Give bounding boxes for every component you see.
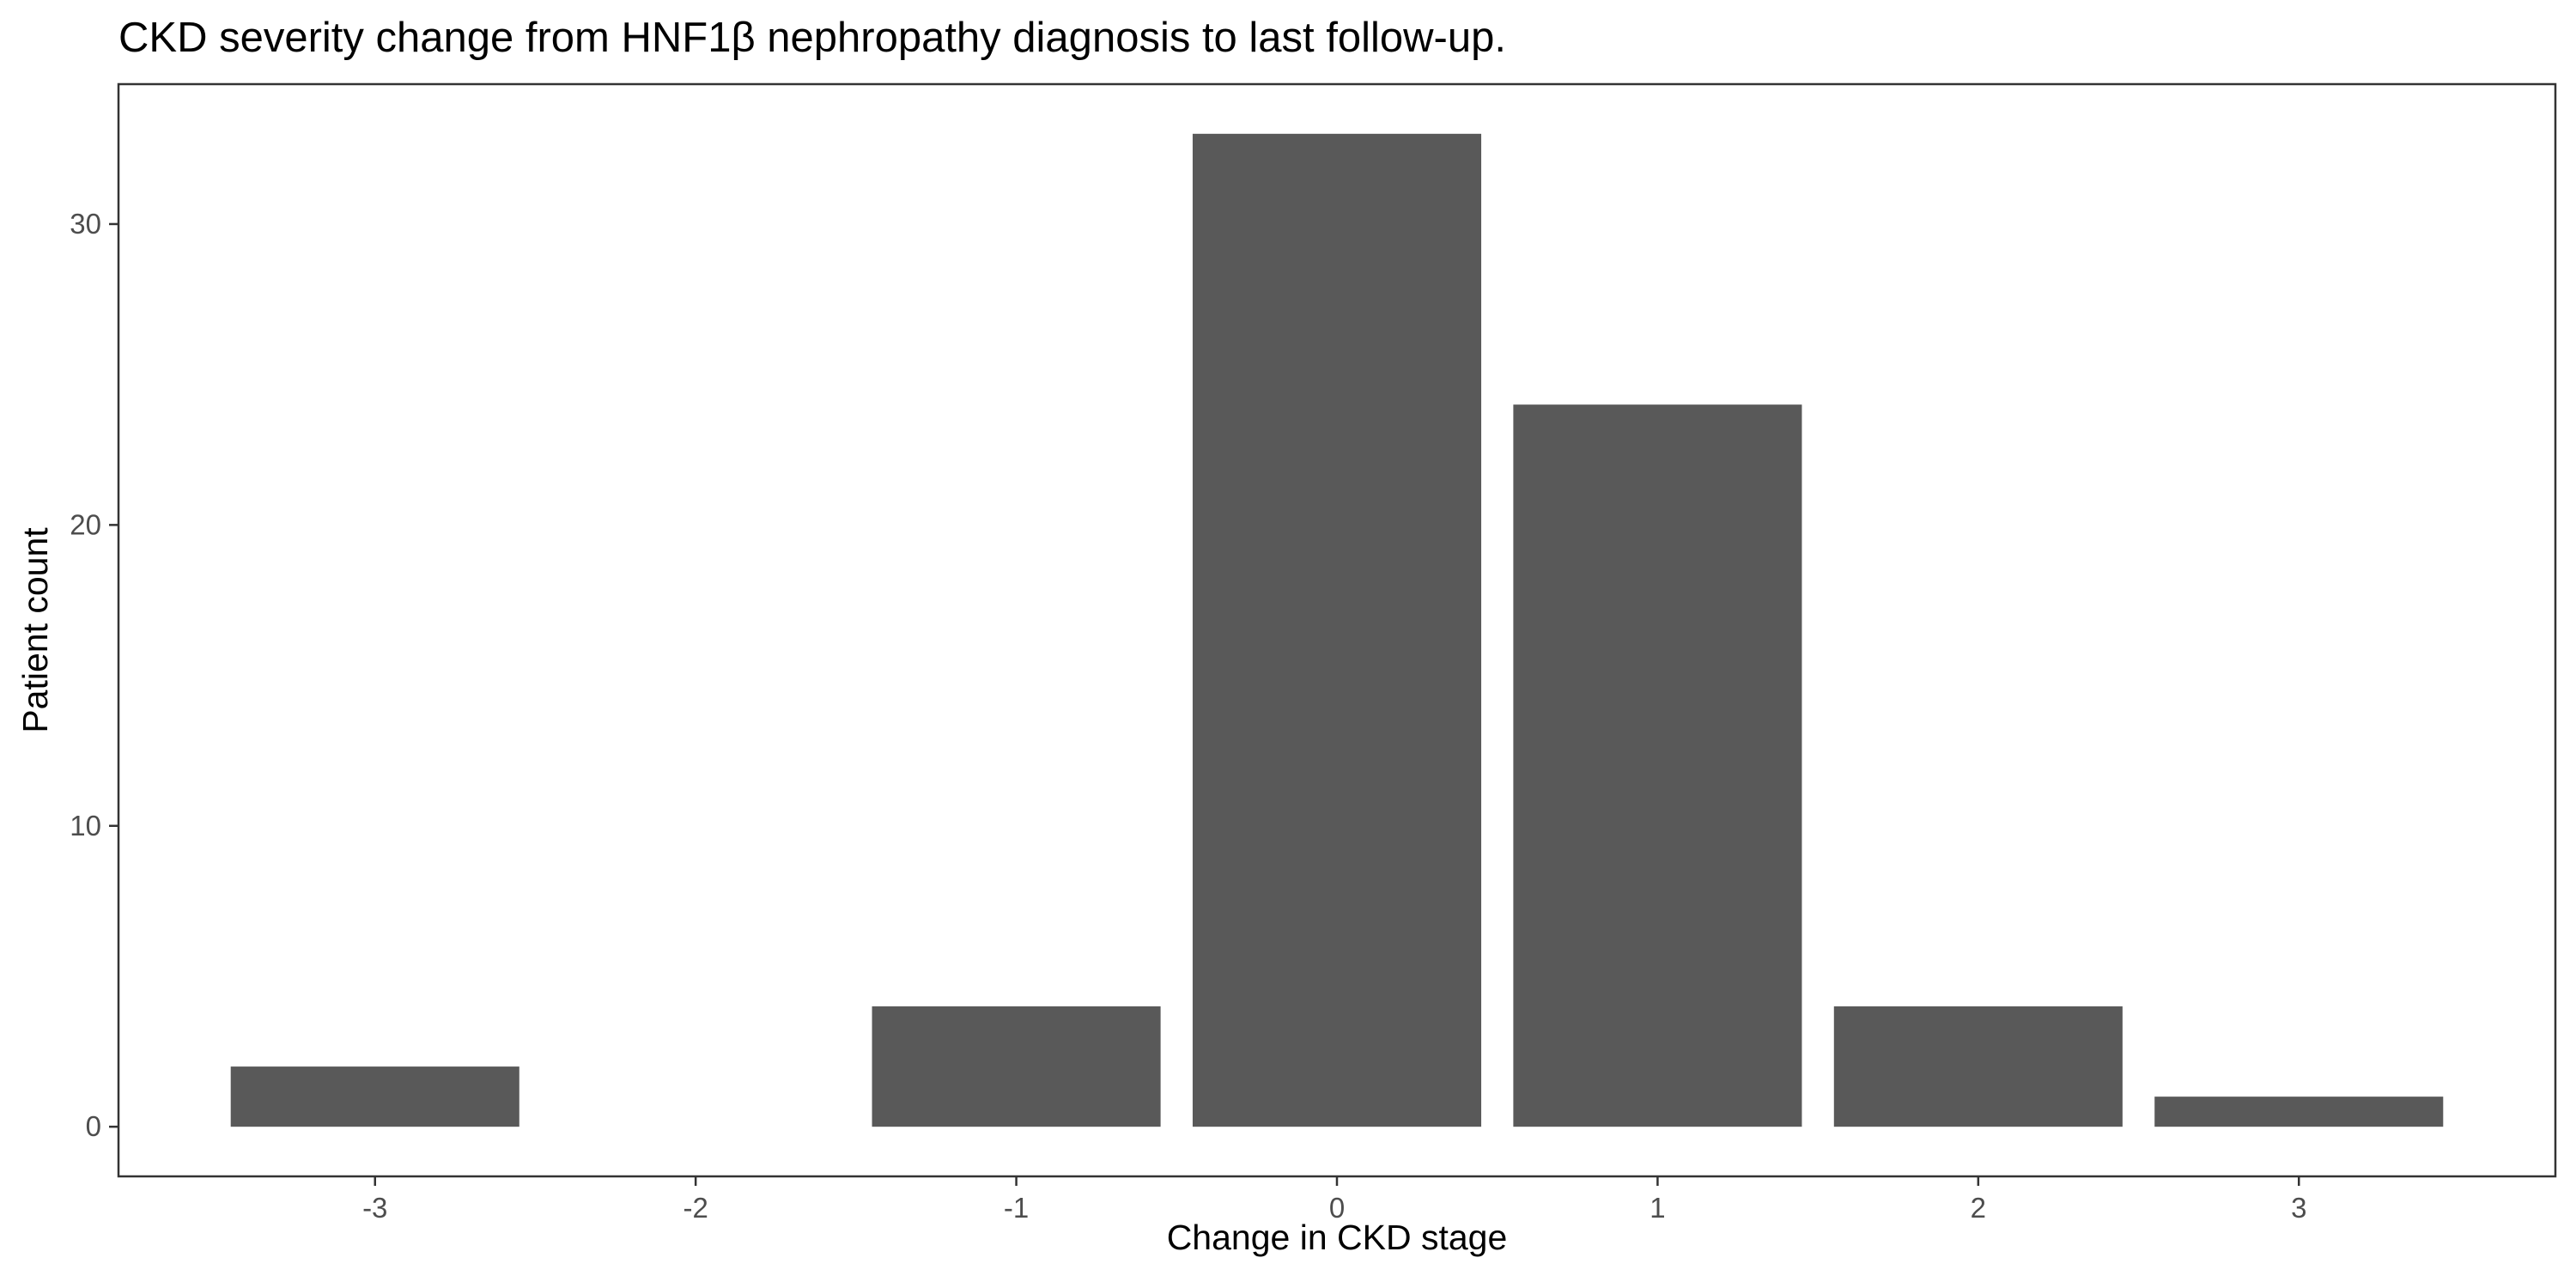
y-axis-title: Patient count	[15, 527, 55, 733]
y-tick-label: 20	[70, 508, 101, 540]
x-tick-label: -2	[683, 1192, 708, 1224]
y-axis: 0 10 20 30	[70, 208, 118, 1142]
x-tick-label: 1	[1649, 1192, 1665, 1224]
x-axis: -3 -2 -1 0 1 2 3	[362, 1176, 2306, 1224]
bars-layer	[230, 133, 2444, 1127]
y-tick-label: 0	[86, 1110, 101, 1142]
bar--3	[230, 1066, 519, 1127]
x-tick-label: -1	[1004, 1192, 1029, 1224]
bar-1	[1513, 404, 1802, 1127]
bar-0	[1192, 133, 1482, 1127]
y-tick-label: 10	[70, 810, 101, 841]
x-axis-title: Change in CKD stage	[1167, 1218, 1508, 1257]
y-tick-label: 30	[70, 208, 101, 240]
x-tick-label: 0	[1329, 1192, 1345, 1224]
bar-2	[1833, 1006, 2123, 1127]
x-tick-label: 3	[2291, 1192, 2306, 1224]
x-tick-label: 2	[1971, 1192, 1986, 1224]
x-tick-label: -3	[362, 1192, 387, 1224]
chart-title: CKD severity change from HNF1β nephropat…	[118, 15, 1506, 61]
bar-3	[2154, 1097, 2444, 1127]
bar--1	[872, 1006, 1161, 1127]
